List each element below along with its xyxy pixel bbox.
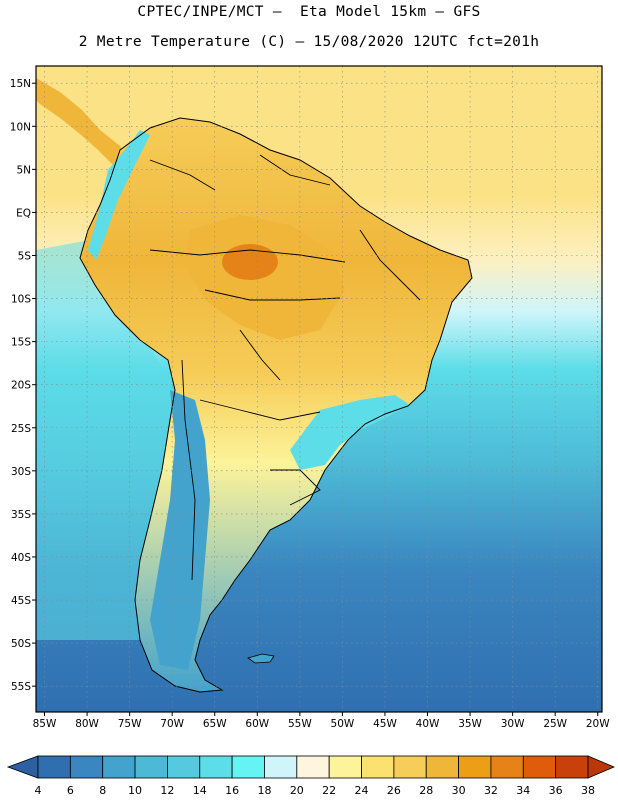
colorbar-label: 6: [67, 784, 74, 797]
temperature-field: [36, 66, 602, 712]
title-line-1: CPTEC/INPE/MCT – Eta Model 15km – GFS: [137, 4, 481, 20]
lon-label: 20W: [586, 718, 610, 730]
lat-label: 30S: [11, 466, 31, 478]
lon-label: 75W: [118, 718, 142, 730]
colorbar-swatch: [425, 755, 459, 779]
colorbar-swatch: [555, 755, 589, 779]
lon-label: 25W: [543, 718, 567, 730]
colorbar-label: 30: [452, 784, 466, 797]
lat-label: 5N: [16, 164, 31, 176]
border-uruguay: [270, 469, 321, 506]
coastline: [79, 117, 473, 693]
southeast-cool-zone: [290, 395, 410, 470]
colorbar-swatch: [69, 755, 104, 779]
colorbar-swatch: [199, 755, 233, 779]
colorbar-label: 28: [419, 784, 433, 797]
border-amazon-north: [149, 249, 346, 263]
colorbar-label: 18: [257, 784, 271, 797]
lon-label: 45W: [373, 718, 397, 730]
colorbar-swatch: [167, 755, 201, 779]
border-ne-brazil: [359, 229, 421, 301]
colorbar-label: 32: [484, 784, 498, 797]
lat-label: 5S: [18, 250, 32, 262]
border-colombia: [149, 159, 216, 191]
central-america-land: [36, 78, 130, 170]
hottest-spot: [222, 244, 278, 280]
lon-label: 50W: [331, 718, 355, 730]
colorbar-swatch: [134, 755, 168, 779]
lon-label: 85W: [33, 718, 57, 730]
southern-andes-strip: [150, 390, 210, 670]
colorbar-label: 8: [99, 784, 106, 797]
border-bolivia-brazil: [204, 289, 341, 301]
lat-label: 20S: [11, 380, 31, 392]
lat-label: 35S: [11, 509, 31, 521]
lat-label: 55S: [11, 681, 31, 693]
colorbar-label: 4: [35, 784, 42, 797]
country-borders: [149, 154, 421, 581]
longitude-axis: 85W 80W 75W 70W 65W 60W 55W 50W 45W 40W 35W 30W 25W 2…: [33, 712, 610, 730]
colorbar-min-triangle: [6, 755, 39, 779]
colorbar-label: 34: [516, 784, 530, 797]
falkland-islands: [247, 653, 275, 664]
title-line-2: 2 Metre Temperature (C) – 15/08/2020 12U…: [78, 34, 540, 50]
colorbar-swatch: [522, 755, 557, 779]
lon-label: 60W: [245, 718, 269, 730]
colorbar-label: 22: [322, 784, 336, 797]
andes-cool-strip: [88, 130, 150, 260]
lat-label: 10S: [11, 294, 31, 306]
map-border: [35, 65, 603, 713]
lat-label: 10N: [10, 121, 31, 133]
lon-label: 30W: [501, 718, 525, 730]
colorbar-label: 20: [290, 784, 304, 797]
lon-label: 65W: [203, 718, 227, 730]
lat-label: 40S: [11, 552, 31, 564]
lat-label: EQ: [16, 207, 31, 219]
border-chile: [181, 359, 196, 581]
colorbar-swatch: [361, 755, 395, 779]
colorbar-label: 38: [581, 784, 595, 797]
colorbar-swatch: [296, 755, 330, 779]
lat-label: 45S: [11, 595, 31, 607]
lon-label: 35W: [458, 718, 482, 730]
latitude-axis: 15N 10N 5N EQ 5S 10S 15S 20S 25S 30S 35S 40S 45S 50S 5…: [10, 78, 36, 693]
colorbar-label: 16: [225, 784, 239, 797]
lon-label: 70W: [160, 718, 184, 730]
lon-label: 55W: [288, 718, 312, 730]
colorbar-swatch: [490, 755, 524, 779]
colorbar-max-triangle: [587, 755, 616, 779]
colorbar-swatch: [37, 755, 71, 779]
border-guianas: [259, 154, 331, 186]
colorbar: 4 6 8 10 12 14 16 18 20 22 24 26 28 30 32 34 36 38: [6, 755, 616, 797]
colorbar-swatch: [458, 755, 492, 779]
colorbar-swatch: [264, 755, 298, 779]
colorbar-label: 14: [193, 784, 207, 797]
colorbar-swatch: [102, 755, 136, 779]
colorbar-label: 10: [128, 784, 142, 797]
amazon-hot-core: [185, 215, 345, 340]
colorbar-label: 36: [549, 784, 563, 797]
colorbar-label: 26: [387, 784, 401, 797]
border-paraguay: [239, 329, 281, 381]
lon-label: 80W: [75, 718, 99, 730]
lat-label: 15S: [11, 337, 31, 349]
lat-label: 50S: [11, 638, 31, 650]
colorbar-swatch: [328, 755, 362, 779]
lat-label: 25S: [11, 423, 31, 435]
lat-label: 15N: [10, 78, 31, 90]
colorbar-swatch: [231, 755, 265, 779]
colorbar-swatch: [393, 755, 427, 779]
colorbar-label: 24: [355, 784, 369, 797]
colorbar-label: 12: [160, 784, 174, 797]
lon-label: 40W: [416, 718, 440, 730]
